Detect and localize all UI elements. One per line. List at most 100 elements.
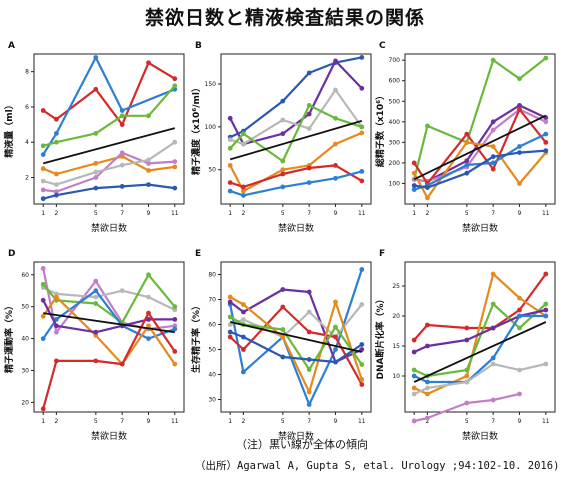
panel-e-series-purple-point [280, 287, 286, 292]
panel-b-series-purple-point [333, 58, 338, 64]
panel-d-xlabel: 禁欲日数 [91, 430, 127, 442]
panel-f-series-red-point [411, 337, 417, 343]
page-title: 禁欲日数と精液検査結果の関係 [144, 7, 425, 29]
panel-d-series-red-point [146, 310, 151, 316]
panel-f-series-purple-point [464, 337, 470, 343]
panel-e-xtick-label: 5 [281, 418, 285, 425]
panel-a-series-pink-point [146, 161, 151, 166]
panel-d-ytick-label: 60 [21, 272, 29, 279]
panel-f-series-pink-line [413, 392, 520, 423]
panel-e-series-red-line [229, 305, 363, 386]
panel-e-series-gray-point [359, 302, 365, 307]
panel-a-series-gray-point [146, 157, 151, 163]
panel-d-series-gray-point [93, 294, 99, 300]
panel-e-series-orange-point [227, 294, 233, 300]
panel-e-series-gray-point [306, 309, 312, 315]
panel-b-series-lightblue-point [306, 180, 312, 186]
panel-d-ylabel: 精子運動率（%） [3, 301, 15, 373]
panel-c-xtick-label: 1 [412, 210, 416, 217]
panel-f-xtick-label: 5 [465, 418, 469, 425]
panel-a-xtick-label: 11 [171, 210, 179, 217]
panel-d-series-orange-line [42, 296, 176, 366]
panel-e-xtick-label: 1 [228, 418, 232, 425]
panel-b-series-lightblue-point [359, 169, 365, 174]
panel-d-series-lightblue-point [40, 336, 46, 341]
panel-c-series-orange-line [413, 141, 547, 199]
panel-d-series-lightblue-line [42, 289, 176, 340]
panel-e-series-green-point [227, 314, 233, 320]
panel-f-series-pink-point [411, 418, 417, 424]
panel-c-ytick-label: 400 [389, 119, 401, 126]
panel-c-series-lightblue-point [411, 187, 417, 193]
panel-a-xtick-label: 9 [147, 210, 151, 217]
panel-c-series-lightblue-point [490, 160, 496, 166]
panel-f-series-purple-point [425, 343, 430, 349]
panel-f-series-purple-point [490, 325, 496, 331]
panel-a-series-gray-point [172, 139, 178, 145]
panel-c-series-orange-point [490, 144, 496, 149]
panel-b-series-red-point [280, 171, 286, 177]
panel-e-series-green-point [333, 324, 338, 330]
panel-c-ytick-label: 600 [389, 78, 401, 85]
panel-d-xtick-label: 7 [120, 418, 124, 425]
panel-c-series-red-point [543, 140, 549, 145]
panel-f-series-orange-point [464, 373, 470, 379]
panel-f-series-lightblue-line [413, 314, 546, 384]
panel-a-series-orange-point [172, 164, 178, 170]
panel-e-series-purple-point [306, 289, 312, 295]
panel-b-series-green-point [280, 158, 286, 164]
panel-e-series-red-point [241, 347, 246, 352]
panel-b-xtick-label: 11 [358, 210, 366, 217]
panel-d-series-purple-point [54, 323, 59, 329]
panel-e-series-red-point [333, 334, 338, 340]
panel-a-series-pink-point [119, 150, 125, 156]
panel-a-series-pink-point [40, 187, 46, 193]
panel-f-series-lightblue-point [425, 379, 430, 385]
panel-c-series-green-point [425, 123, 430, 129]
panel-a-series-green-line [42, 85, 176, 147]
panel-e-xlabel: 禁欲日数 [278, 430, 314, 442]
panel-c-series-blue-point [490, 154, 496, 160]
panel-a-series-trend-line [42, 127, 176, 165]
panel-d-series-pink-point [54, 329, 59, 335]
panel-f-series-purple-point [543, 307, 549, 313]
panel-e-xtick-label: 11 [358, 418, 366, 425]
panel-a-series-blue-point [146, 182, 151, 188]
panel-e-series-trend-line [229, 321, 363, 353]
panel-c-xtick-label: 11 [542, 210, 550, 217]
panel-e-series-gray-point [241, 317, 246, 322]
panel-f-frame [404, 261, 556, 413]
panel-b-xtick-label: 1 [228, 210, 232, 217]
panel-b-series-red-point [359, 178, 365, 184]
panel-c-series-purple-point [464, 158, 470, 164]
panel-b-series-green-point [227, 145, 233, 151]
panel-e-ytick-label: 60 [208, 322, 216, 329]
panel-c-series-trend-line [413, 114, 547, 181]
panel-f-ytick-label: 15 [392, 343, 400, 350]
panel-c-series-blue-point [464, 170, 470, 176]
panel-a-series-red-point [172, 76, 178, 82]
panel-a-series-red-point [40, 108, 46, 113]
panel-b-xlabel: 禁欲日数 [278, 222, 314, 234]
panel-c-series-orange-point [464, 140, 470, 145]
panel-a-series-blue-point [119, 184, 125, 189]
panel-d-series-pink-point [93, 278, 99, 284]
panel-f-series-lightblue-point [543, 313, 549, 319]
panel-e-series-red-point [359, 382, 365, 387]
panel-d-ytick-label: 40 [21, 336, 29, 343]
panel-c-series-orange-point [411, 170, 417, 176]
panel-a-series-pink-point [54, 189, 59, 195]
panel-d-series-green-point [172, 304, 178, 310]
panel-c-series-green-point [490, 57, 496, 63]
panel-f-series-orange-line [413, 272, 547, 396]
panel-f-series-lightblue-point [411, 373, 417, 379]
panel-b-series-red-point [227, 180, 233, 186]
panel-d-series-gray-point [146, 294, 151, 300]
panel-d-xtick-label: 9 [147, 418, 151, 425]
source-citation: （出所）Agarwal A, Gupta S, etal. Urology ;9… [195, 460, 560, 472]
panel-c-series-purple-point [490, 119, 496, 125]
panel-b-series-purple-point [359, 85, 365, 91]
panel-d-series-green-point [40, 281, 46, 287]
panel-c-ytick-label: 500 [389, 98, 401, 105]
panel-c-series-green-line [413, 57, 547, 180]
